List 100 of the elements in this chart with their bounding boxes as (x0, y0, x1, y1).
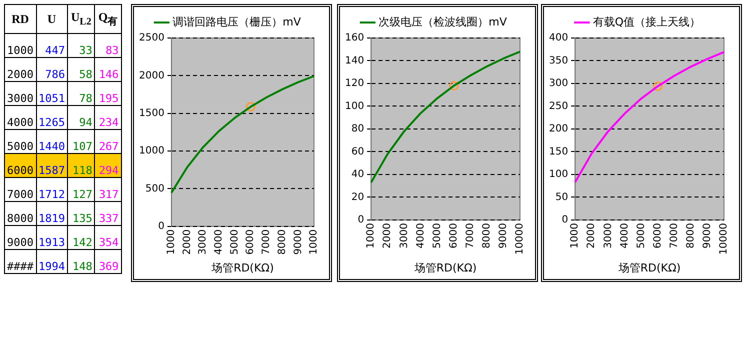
y-tick-label: 100 (548, 169, 568, 180)
y-tick-label: 60 (351, 146, 364, 158)
data-label: 786 (36, 58, 68, 82)
x-axis-title: 场管RD(KΩ) (617, 261, 681, 274)
data-label: 142 (68, 226, 95, 250)
y-tick-label: 1500 (138, 108, 164, 119)
y-tick-label: 120 (344, 78, 364, 90)
y-tick-label: 300 (548, 78, 568, 90)
x-tick-label: 7000 (668, 222, 680, 248)
x-tick-label: 4000 (214, 229, 225, 255)
y-tick-label: 0 (358, 214, 364, 226)
x-tick-label: 3000 (602, 222, 614, 248)
y-tick-label: 150 (548, 146, 568, 158)
data-label: 234 (94, 106, 122, 130)
data-label: 1440 (36, 130, 68, 154)
x-tick-label: 6000 (245, 229, 256, 255)
y-tick-label: 0 (158, 220, 164, 232)
x-tick-label: 2000 (586, 222, 598, 248)
data-label: 317 (94, 178, 122, 202)
x-tick-label: 8000 (482, 222, 492, 248)
x-tick-label: 2000 (382, 222, 394, 248)
data-label: 369 (94, 250, 122, 274)
data-label: 135 (68, 202, 95, 226)
y-tick-label: 7000 (4, 178, 36, 202)
data-label: 1265 (36, 106, 68, 130)
y-tick-label: 40 (351, 169, 364, 180)
x-tick-label: 5000 (432, 222, 443, 248)
y-tick-label: 250 (548, 100, 568, 112)
y-tick-label: 80 (351, 124, 364, 135)
data-label: 1051 (36, 82, 68, 106)
x-tick-label: U$_{L2}$ (68, 4, 95, 34)
y-tick-label: #### (4, 250, 36, 274)
y-tick-label: 350 (548, 55, 568, 66)
x-tick-label: 8000 (686, 222, 696, 248)
data-label: 33 (68, 34, 95, 58)
y-tick-label: 1000 (138, 146, 164, 157)
data-label: 94 (68, 106, 95, 130)
y-tick-label: 2000 (4, 58, 36, 82)
legend-label: 调谐回路电压（栅压）mV (172, 15, 302, 28)
y-tick-label: 5000 (4, 130, 36, 154)
data-label: 118 (68, 154, 95, 178)
data-label: 1819 (36, 202, 68, 226)
data-label: 127 (68, 178, 95, 202)
data-label: 1913 (36, 226, 68, 250)
x-tick-label: U (36, 4, 68, 34)
y-tick-label: 2500 (138, 32, 164, 44)
x-tick-label: 9000 (498, 222, 510, 248)
x-tick-label: 7000 (464, 222, 476, 248)
x-tick-label: 5000 (229, 229, 240, 255)
x-tick-label: 5000 (636, 222, 647, 248)
data-label: 83 (94, 34, 122, 58)
y-tick-label: 200 (548, 124, 568, 135)
y-tick-label: 1000 (4, 34, 36, 58)
x-tick-label: 1000 (308, 229, 320, 255)
x-tick-label: 6000 (448, 222, 460, 248)
x-axis-title: 场管RD(KΩ) (413, 261, 477, 274)
x-tick-label: 3000 (198, 229, 209, 255)
y-tick-label: 160 (344, 32, 364, 44)
x-tick-label: Q$_{有}$ (94, 4, 122, 34)
data-label: 58 (68, 58, 95, 82)
y-tick-label: 3000 (4, 82, 36, 106)
y-tick-label: 50 (555, 192, 568, 203)
data-label: 447 (36, 34, 68, 58)
y-axis-title: RD (4, 4, 36, 34)
y-tick-label: 100 (344, 100, 364, 112)
data-label: 267 (94, 130, 122, 154)
data-label: 354 (94, 226, 122, 250)
x-tick-label: 4000 (415, 222, 426, 248)
data-label: 148 (68, 250, 95, 274)
x-axis-title: 场管RD(KΩ) (210, 261, 274, 274)
data-label: 195 (94, 82, 122, 106)
data-label: 337 (94, 202, 122, 226)
y-tick-label: 4000 (4, 106, 36, 130)
x-tick-label: 8000 (276, 229, 288, 255)
data-label: 294 (94, 154, 122, 178)
y-tick-label: 6000 (4, 154, 36, 178)
legend-label: 次级电压（检波线圈）mV (378, 15, 508, 28)
x-tick-label: 7000 (261, 229, 272, 255)
data-label: 1994 (36, 250, 68, 274)
y-tick-label: 400 (548, 32, 568, 44)
y-tick-label: 2000 (138, 70, 164, 82)
data-label: 107 (68, 130, 95, 154)
y-tick-label: 140 (344, 55, 364, 66)
x-tick-label: 10000 (718, 222, 730, 255)
x-tick-label: 3000 (398, 222, 410, 248)
row-highlight: 6000 1587 118 294 (4, 154, 122, 178)
y-tick-label: 500 (145, 183, 164, 194)
x-tick-label: 2000 (182, 229, 193, 255)
data-label: 1712 (36, 178, 68, 202)
legend-label: 有载Q值（接上天线） (592, 15, 701, 28)
data-label: 78 (68, 82, 95, 106)
y-tick-label: 20 (351, 192, 364, 203)
x-tick-label: 6000 (652, 222, 664, 248)
y-tick-label: 0 (562, 214, 568, 226)
data-label: 146 (94, 58, 122, 82)
y-tick-label: 8000 (4, 202, 36, 226)
x-tick-label: 9000 (292, 229, 304, 255)
x-tick-label: 4000 (619, 222, 630, 248)
x-tick-label: 9000 (702, 222, 714, 248)
data-label: 1587 (36, 154, 68, 178)
